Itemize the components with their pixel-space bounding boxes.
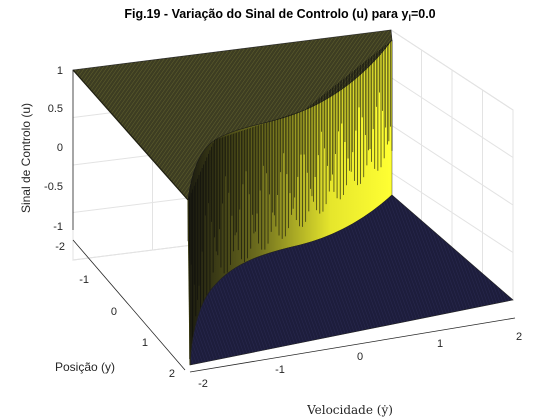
x-ticks: -2 -1 0 1 2 — [198, 331, 522, 390]
chart-title: Fig.19 - Variação do Sinal de Controlo (… — [124, 7, 435, 23]
x-tick-label: 0 — [357, 351, 363, 363]
y-tick-label: -2 — [55, 241, 65, 253]
z-tick-label: 1 — [57, 65, 63, 77]
z-tick-label: 0 — [57, 142, 63, 154]
z-ticks: 1 0.5 0 -0.5 -1 — [44, 65, 63, 233]
x-axis-label: Velocidade (ẏ) — [306, 403, 393, 417]
x-tick-label: -1 — [275, 364, 285, 376]
axis-lines — [72, 70, 516, 373]
x-tick-label: 1 — [437, 338, 443, 350]
x-tick-label: 2 — [516, 331, 522, 343]
z-tick-label: -1 — [53, 221, 63, 233]
y-tick-label: 1 — [142, 337, 148, 349]
y-tick-label: -1 — [79, 274, 89, 286]
y-tick-label: 2 — [169, 368, 175, 380]
z-tick-label: -0.5 — [44, 181, 63, 193]
lower-plateau — [189, 194, 514, 366]
y-tick-label: 0 — [111, 306, 117, 318]
y-axis-label: Posição (y) — [55, 360, 115, 374]
x-tick-label: -2 — [198, 378, 208, 390]
surface — [72, 29, 514, 366]
z-axis-label: Sinal de Controlo (u) — [19, 103, 33, 213]
z-tick-label: 0.5 — [48, 103, 63, 115]
y-ticks: -2 -1 0 1 2 — [55, 241, 175, 380]
